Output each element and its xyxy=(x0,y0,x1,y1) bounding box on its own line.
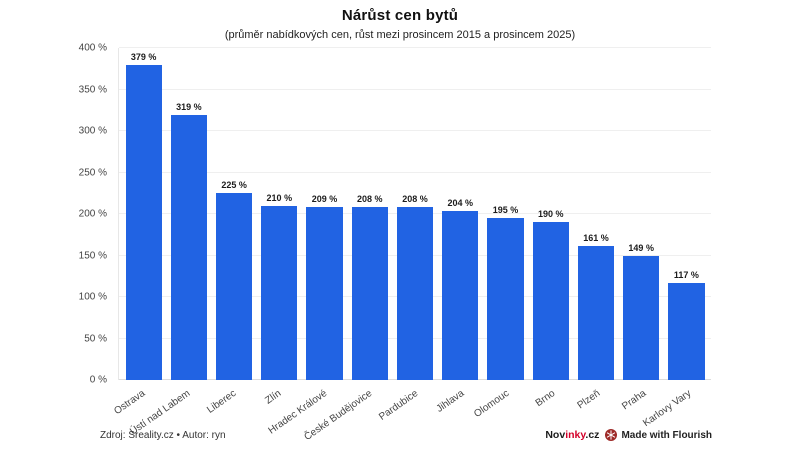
bar[interactable] xyxy=(351,207,388,380)
bar-slot: 190 % xyxy=(528,48,573,380)
x-tick-label: Plzeň xyxy=(575,388,603,412)
novinky-logo-highlight: inky xyxy=(565,429,586,441)
bar-slot: 195 % xyxy=(483,48,528,380)
x-tick-label: Zlín xyxy=(263,388,284,407)
bar-value-label: 190 % xyxy=(537,209,564,220)
footer-right: Novinky.cz Made xyxy=(545,429,712,441)
bar[interactable] xyxy=(215,193,253,380)
novinky-logo[interactable]: Novinky.cz xyxy=(545,429,599,441)
bar-value-label: 209 % xyxy=(311,193,338,204)
bar[interactable] xyxy=(306,206,343,380)
bar-slot: 210 % xyxy=(257,48,302,380)
x-tick-label: Praha xyxy=(619,388,648,413)
bar-slot: 225 % xyxy=(211,48,256,380)
bar-slot: 149 % xyxy=(619,48,664,380)
y-tick-label: 350 % xyxy=(78,84,107,95)
chart-header: Nárůst cen bytů (průměr nabídkových cen,… xyxy=(0,7,800,41)
bar-value-label: 208 % xyxy=(357,194,383,205)
y-tick-label: 400 % xyxy=(78,42,107,54)
y-tick-label: 0 % xyxy=(89,374,107,386)
bar-value-label: 149 % xyxy=(628,243,654,254)
bar-slot: 208 % xyxy=(392,48,437,380)
bar-slot: 319 % xyxy=(166,48,211,380)
bar[interactable] xyxy=(396,207,434,380)
y-tick-label: 250 % xyxy=(78,167,107,178)
bar[interactable] xyxy=(577,246,615,380)
bar-slot: 208 % xyxy=(347,48,392,380)
bar-value-label: 204 % xyxy=(447,197,474,208)
bar-value-label: 319 % xyxy=(176,102,202,113)
x-tick-label: Jihlava xyxy=(434,388,466,415)
bar-value-label: 117 % xyxy=(673,269,699,280)
gridline xyxy=(119,171,711,173)
source-credit: Zdroj: Sreality.cz • Autor: ryn xyxy=(100,429,226,441)
bar[interactable] xyxy=(170,115,207,380)
bar-value-label: 161 % xyxy=(583,233,609,244)
bar-slot: 117 % xyxy=(664,48,709,380)
plot-area: 379 % 319 % 225 % 210 % 209 % 208 % 208 % 204 %… xyxy=(118,47,711,380)
y-tick-label: 150 % xyxy=(78,250,107,261)
y-tick-label: 200 % xyxy=(78,208,107,220)
y-tick-label: 50 % xyxy=(84,333,107,344)
bar-slot: 379 % xyxy=(121,48,166,380)
x-tick-label: Brno xyxy=(533,388,557,410)
y-tick-label: 300 % xyxy=(78,125,107,137)
bar[interactable] xyxy=(487,218,524,380)
bar[interactable] xyxy=(532,222,569,380)
bar-value-label: 379 % xyxy=(130,52,157,63)
flourish-label: Made with Flourish xyxy=(621,429,712,441)
chart-title: Nárůst cen bytů xyxy=(341,7,459,24)
bar-slot: 209 % xyxy=(302,48,347,380)
gridline xyxy=(119,130,711,131)
x-tick-label: Karlovy Vary xyxy=(641,388,694,430)
bar-slot: 204 % xyxy=(438,48,483,380)
x-tick-label: Olomouc xyxy=(472,388,512,420)
bar-slot: 161 % xyxy=(573,48,618,380)
bar[interactable] xyxy=(442,210,479,380)
x-tick-label: Liberec xyxy=(204,388,239,416)
bar-value-label: 225 % xyxy=(221,180,247,191)
flourish-icon xyxy=(605,429,618,441)
bars: 379 % 319 % 225 % 210 % 209 % 208 % 208 % 204 %… xyxy=(119,48,711,380)
novinky-logo-suffix: .cz xyxy=(585,429,600,441)
gridline xyxy=(119,47,711,48)
bar-value-label: 210 % xyxy=(266,192,293,203)
bar[interactable] xyxy=(668,282,705,380)
y-axis-labels: 0 % 50 % 100 % 150 % 200 % 250 % 300 % 350 % 400… xyxy=(0,43,111,386)
chart-footer: Zdroj: Sreality.cz • Autor: ryn Novinky.… xyxy=(100,429,712,441)
novinky-logo-prefix: Nov xyxy=(545,429,566,441)
bar[interactable] xyxy=(261,205,298,380)
bar-value-label: 208 % xyxy=(402,194,428,205)
chart-subtitle: (průměr nabídkových cen, růst mezi prosi… xyxy=(224,29,576,41)
bar[interactable] xyxy=(623,256,660,380)
x-tick-label: Ostrava xyxy=(112,388,148,418)
x-tick-label: Pardubice xyxy=(377,388,421,423)
bar-value-label: 195 % xyxy=(492,205,519,216)
gridline xyxy=(119,88,711,90)
bar[interactable] xyxy=(125,65,162,380)
flourish-credit[interactable]: Made with Flourish xyxy=(605,429,712,441)
y-tick-label: 100 % xyxy=(78,291,107,303)
